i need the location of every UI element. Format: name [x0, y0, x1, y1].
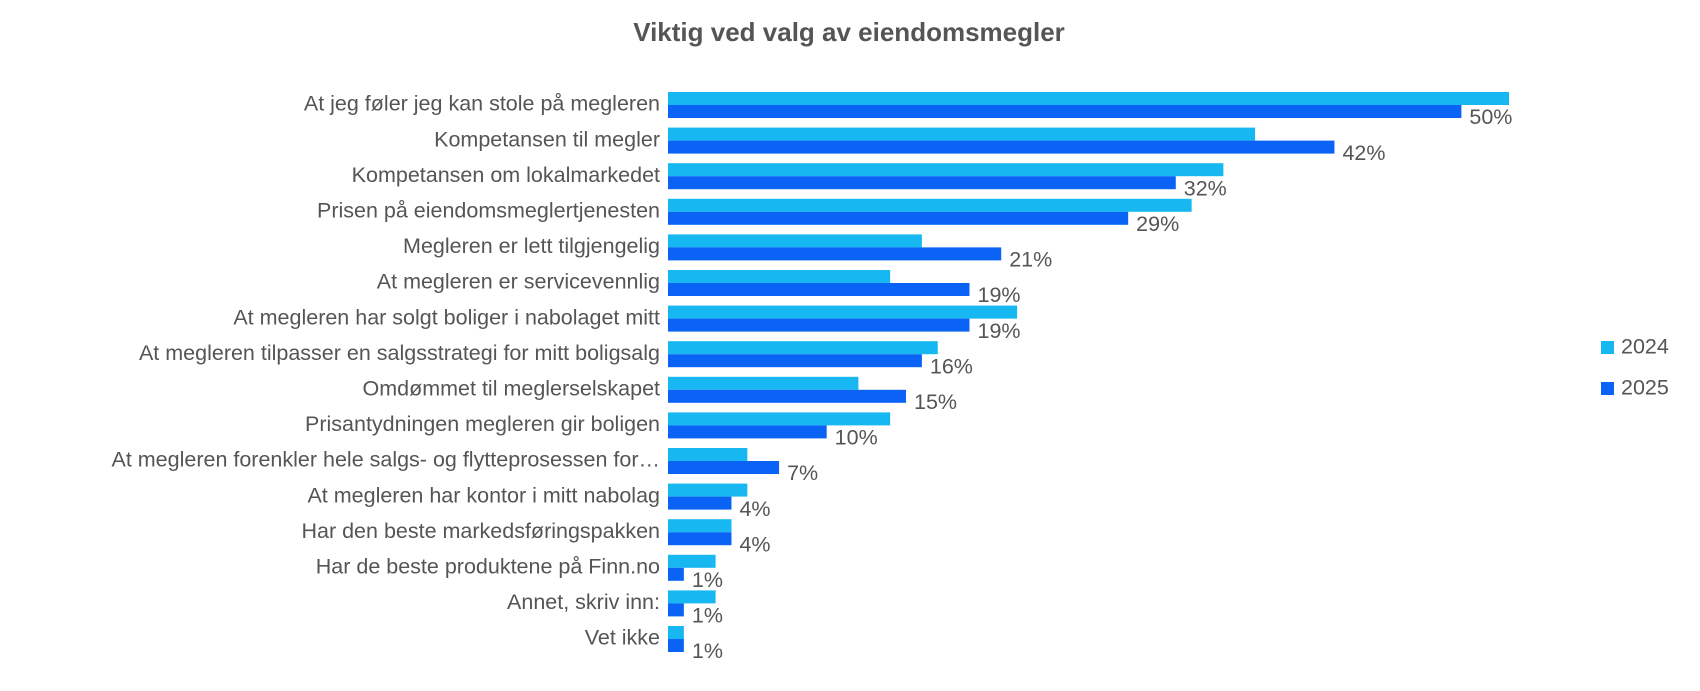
bar [668, 341, 938, 355]
bar [668, 496, 732, 510]
bar [668, 270, 891, 283]
y-tick-label: Annet, skriv inn: [507, 590, 660, 614]
bar [668, 590, 716, 604]
data-label: 50% [1469, 105, 1512, 129]
bar [668, 483, 748, 497]
bar [668, 554, 716, 568]
data-label: 42% [1342, 141, 1385, 165]
y-tick-label: At megleren tilpasser en salgsstrategi f… [139, 341, 660, 365]
data-label: 15% [914, 390, 957, 414]
bar [668, 639, 684, 652]
legend-label: 2025 [1621, 376, 1669, 400]
bar [668, 532, 732, 546]
data-label: 1% [692, 568, 723, 592]
bar [668, 626, 684, 639]
bar [668, 163, 1224, 177]
y-tick-label: At megleren har kontor i mitt nabolag [307, 483, 660, 507]
data-label: 4% [739, 497, 770, 521]
y-tick-label: Har de beste produktene på Finn.no [316, 554, 660, 578]
bar [668, 105, 1462, 118]
data-label: 19% [977, 319, 1020, 343]
bar [668, 318, 970, 332]
y-tick-label: Prisen på eiendomsmeglertjenesten [317, 198, 660, 222]
bar [668, 247, 1002, 261]
y-tick-label: At megleren er servicevennlig [377, 270, 660, 294]
data-label: 10% [835, 426, 878, 450]
y-tick-label: Har den beste markedsføringspakken [301, 519, 660, 543]
bar [668, 461, 780, 474]
data-label: 7% [787, 461, 818, 485]
legend-swatch [1601, 341, 1614, 354]
chart-title: Viktig ved valg av eiendomsmegler [633, 17, 1065, 47]
y-tick-label: At jeg føler jeg kan stole på megleren [304, 92, 660, 116]
bar [668, 519, 732, 533]
bar [668, 176, 1176, 190]
legend-swatch [1601, 382, 1614, 395]
bar [668, 211, 1129, 225]
y-tick-label: At megleren forenkler hele salgs- og fly… [111, 448, 660, 472]
bar [668, 389, 907, 403]
y-tick-label: Megleren er lett tilgjengelig [403, 234, 660, 258]
data-label: 16% [930, 354, 973, 378]
y-tick-label: Omdømmet til meglerselskapet [363, 376, 661, 400]
bar [668, 92, 1509, 105]
bar [668, 425, 827, 439]
bar [668, 234, 922, 248]
data-label: 19% [977, 283, 1020, 307]
bar [668, 305, 1018, 319]
bar [668, 448, 748, 461]
data-label: 1% [692, 639, 723, 663]
bar [668, 567, 684, 581]
y-tick-label: Prisantydningen megleren gir boligen [305, 412, 660, 436]
y-tick-label: Vet ikke [585, 626, 660, 650]
y-tick-label: At megleren har solgt boliger i nabolage… [233, 305, 660, 329]
y-tick-label: Kompetansen om lokalmarkedet [352, 163, 660, 187]
legend-label: 2024 [1621, 335, 1669, 359]
bar [668, 354, 922, 368]
data-label: 4% [739, 532, 770, 556]
bar [668, 140, 1335, 154]
bar [668, 412, 891, 426]
bar [668, 603, 684, 617]
y-tick-label: Kompetansen til megler [434, 127, 660, 151]
bar [668, 127, 1256, 141]
data-label: 32% [1184, 176, 1227, 200]
data-label: 1% [692, 604, 723, 628]
bar [668, 376, 859, 390]
bar [668, 283, 970, 296]
data-label: 21% [1009, 248, 1052, 272]
data-label: 29% [1136, 212, 1179, 236]
bar [668, 198, 1192, 212]
